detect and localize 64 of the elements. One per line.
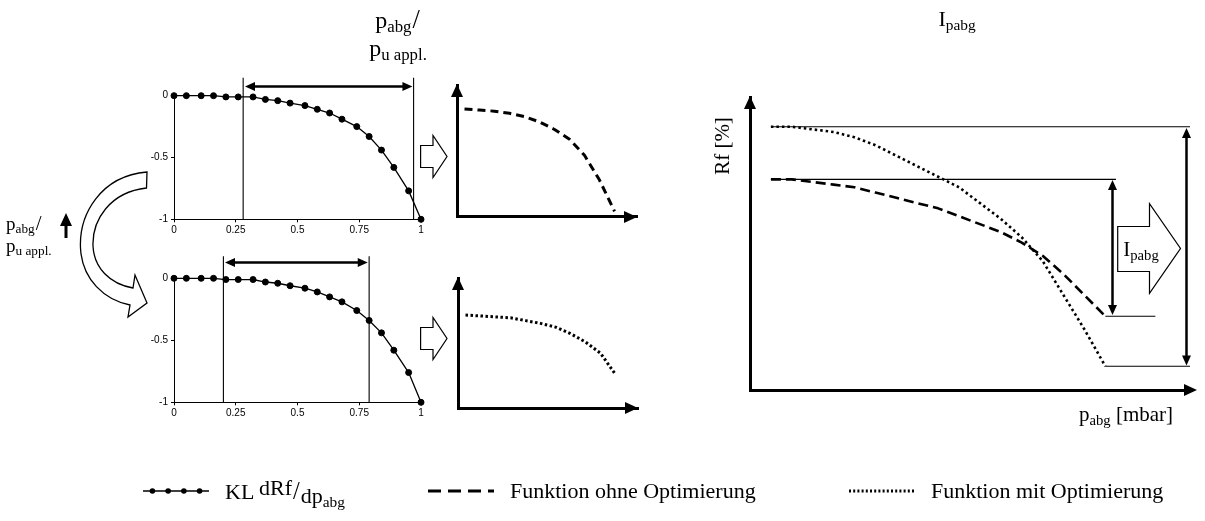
x-tick-label: 0.75 <box>349 407 370 419</box>
point <box>210 92 218 100</box>
annotation: I$_{pabg}$ <box>1123 236 1159 263</box>
point <box>338 115 346 123</box>
text: p$_{abg}$/p$_{u appl.}$ <box>6 211 52 259</box>
point <box>417 215 425 223</box>
point <box>222 93 230 101</box>
x-tick-label: 0.25 <box>226 407 246 419</box>
x-tick-label: 0.5 <box>290 224 305 236</box>
point <box>417 398 425 406</box>
point <box>377 329 385 337</box>
point <box>286 99 294 107</box>
point <box>365 132 373 140</box>
point <box>170 274 178 282</box>
point <box>170 92 178 100</box>
point <box>182 92 190 100</box>
y-axis-title: Rf [%] <box>709 117 735 175</box>
point <box>390 346 398 354</box>
x-tick-label: 0 <box>171 407 178 419</box>
y-tick-label: 0 <box>162 89 169 101</box>
legend-label: Funktion ohne Optimierung <box>510 478 756 504</box>
y-tick-label: -1 <box>159 213 169 225</box>
point <box>274 97 282 105</box>
y-tick-label: -0.5 <box>150 151 169 163</box>
x-tick-label: 1 <box>418 224 425 236</box>
point <box>197 92 205 100</box>
point <box>353 307 361 315</box>
point <box>313 105 321 113</box>
x-tick-label: 0.75 <box>349 224 370 236</box>
chart-title: I$_{pabg}$ <box>938 6 976 34</box>
point <box>405 187 413 195</box>
y-tick-label: 0 <box>162 272 169 284</box>
point <box>182 274 190 282</box>
point <box>405 369 413 377</box>
point <box>353 123 361 131</box>
point <box>234 276 242 284</box>
y-tick-label: -1 <box>159 396 169 408</box>
x-axis-title: p$_{abg}$ [mbar] <box>1078 401 1174 428</box>
chart-title: p$_{abg}$/p$_{u appl.}$ <box>369 3 427 64</box>
legend-label: KL dRf/dp$_{abg}$ <box>225 474 345 511</box>
point <box>261 278 269 286</box>
point <box>313 288 321 296</box>
point <box>274 279 282 287</box>
point <box>261 95 269 103</box>
point <box>286 282 294 290</box>
point <box>377 146 385 154</box>
point <box>326 109 334 117</box>
point <box>210 274 218 282</box>
x-tick-label: 0.25 <box>226 224 246 236</box>
legend-label: Funktion mit Optimierung <box>931 478 1164 504</box>
point <box>249 93 257 101</box>
point <box>197 274 205 282</box>
point <box>326 293 334 301</box>
point <box>234 93 242 101</box>
point <box>390 163 398 171</box>
point <box>338 298 346 306</box>
point <box>222 276 230 284</box>
point <box>301 102 309 110</box>
y-tick-label: -0.5 <box>150 334 169 346</box>
x-tick-label: 0 <box>171 224 178 236</box>
point <box>249 276 257 284</box>
point <box>301 284 309 292</box>
x-tick-label: 1 <box>418 407 425 419</box>
x-tick-label: 0.5 <box>290 407 305 419</box>
